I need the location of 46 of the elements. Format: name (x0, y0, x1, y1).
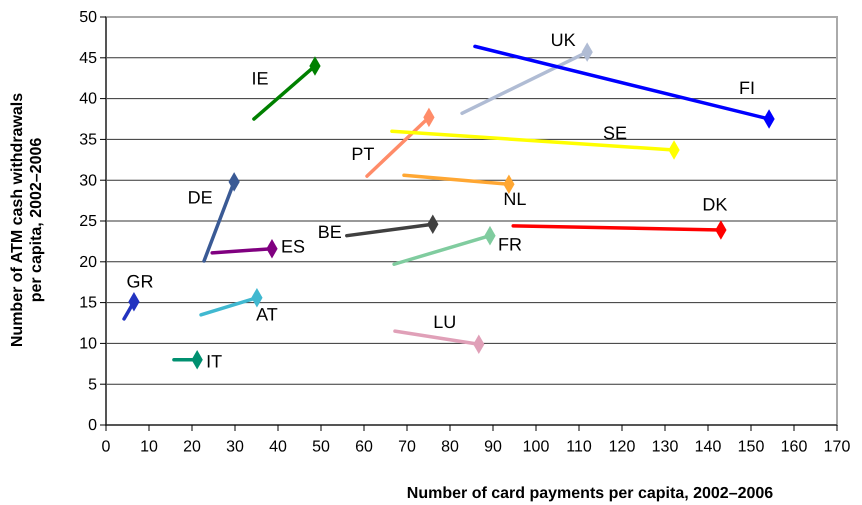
x-tick-label: 150 (738, 438, 764, 456)
x-tick-label: 20 (183, 438, 201, 456)
series-label: DE (188, 188, 213, 208)
x-tick-label: 10 (140, 438, 158, 456)
series-label: IT (206, 351, 222, 372)
x-tick-label: 50 (312, 438, 330, 456)
x-tick-label: 0 (102, 438, 111, 456)
series-label: FI (739, 78, 756, 98)
x-tick-label: 30 (226, 438, 244, 456)
series-label: SE (603, 122, 628, 143)
y-axis-title: Number of ATM cash withdrawals per capita, 2002–2006 (9, 92, 46, 348)
series-label: DK (702, 194, 728, 215)
series-label: UK (550, 30, 576, 50)
y-tick-label: 0 (88, 417, 98, 434)
x-tick-label: 90 (484, 438, 502, 456)
x-tick-label: 130 (652, 438, 678, 456)
series-label: ES (280, 236, 305, 256)
series-label: NL (503, 189, 526, 210)
x-tick-label: 170 (824, 438, 850, 456)
series-label: PT (351, 144, 374, 164)
x-tick-label: 70 (398, 438, 416, 456)
x-tick-label: 120 (608, 438, 636, 456)
y-tick-label: 50 (79, 9, 98, 26)
y-tick-label: 40 (79, 90, 98, 108)
x-tick-label: 160 (780, 438, 808, 456)
series-label: IE (251, 68, 268, 89)
y-tick-label: 45 (79, 50, 98, 67)
x-tick-label: 60 (355, 438, 373, 456)
y-tick-label: 35 (79, 132, 98, 149)
series-label: BE (318, 222, 342, 242)
y-tick-label: 15 (79, 294, 98, 312)
y-tick-label: 30 (79, 172, 98, 190)
x-tick-label: 100 (522, 438, 550, 456)
series-label: AT (256, 304, 278, 324)
y-tick-label: 10 (79, 336, 98, 353)
y-tick-label: 5 (88, 376, 98, 394)
series-label: GR (126, 272, 154, 292)
series-label: FR (498, 234, 522, 254)
x-tick-label: 110 (566, 438, 592, 456)
x-tick-label: 140 (694, 438, 722, 456)
x-axis-title: Number of card payments per capita, 2002–2006 (406, 485, 774, 502)
x-tick-label: 40 (269, 438, 287, 456)
y-tick-label: 20 (79, 254, 98, 271)
x-tick-label: 80 (441, 438, 459, 456)
series-label: LU (433, 312, 456, 332)
y-tick-label: 25 (79, 213, 98, 230)
